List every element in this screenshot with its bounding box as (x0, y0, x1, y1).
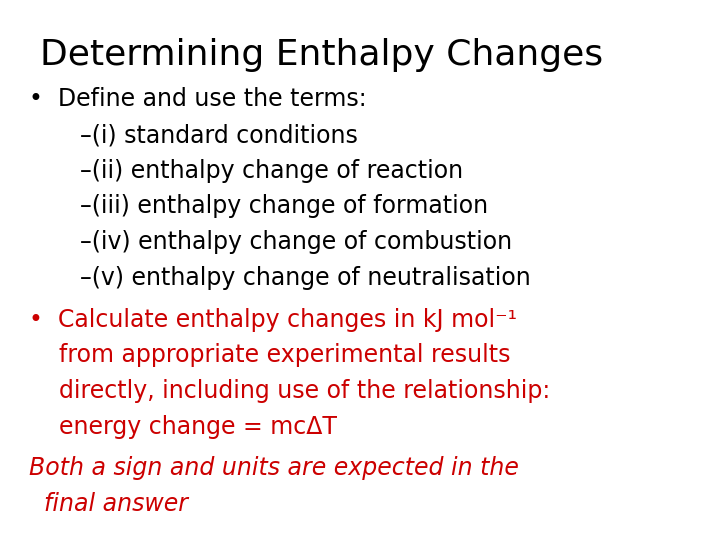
Text: •  Calculate enthalpy changes in kJ mol⁻¹: • Calculate enthalpy changes in kJ mol⁻¹ (29, 308, 517, 332)
Text: Both a sign and units are expected in the: Both a sign and units are expected in th… (29, 456, 518, 480)
Text: directly, including use of the relationship:: directly, including use of the relations… (29, 379, 550, 403)
Text: –(ii) enthalpy change of reaction: –(ii) enthalpy change of reaction (65, 159, 463, 183)
Text: –(iv) enthalpy change of combustion: –(iv) enthalpy change of combustion (65, 230, 512, 254)
Text: –(v) enthalpy change of neutralisation: –(v) enthalpy change of neutralisation (65, 266, 531, 289)
Text: Determining Enthalpy Changes: Determining Enthalpy Changes (40, 38, 603, 72)
Text: energy change = mcΔT: energy change = mcΔT (29, 415, 337, 438)
Text: from appropriate experimental results: from appropriate experimental results (29, 343, 510, 367)
Text: •  Define and use the terms:: • Define and use the terms: (29, 87, 366, 111)
Text: final answer: final answer (29, 492, 188, 516)
Text: –(iii) enthalpy change of formation: –(iii) enthalpy change of formation (65, 194, 488, 218)
Text: –(i) standard conditions: –(i) standard conditions (65, 123, 358, 147)
